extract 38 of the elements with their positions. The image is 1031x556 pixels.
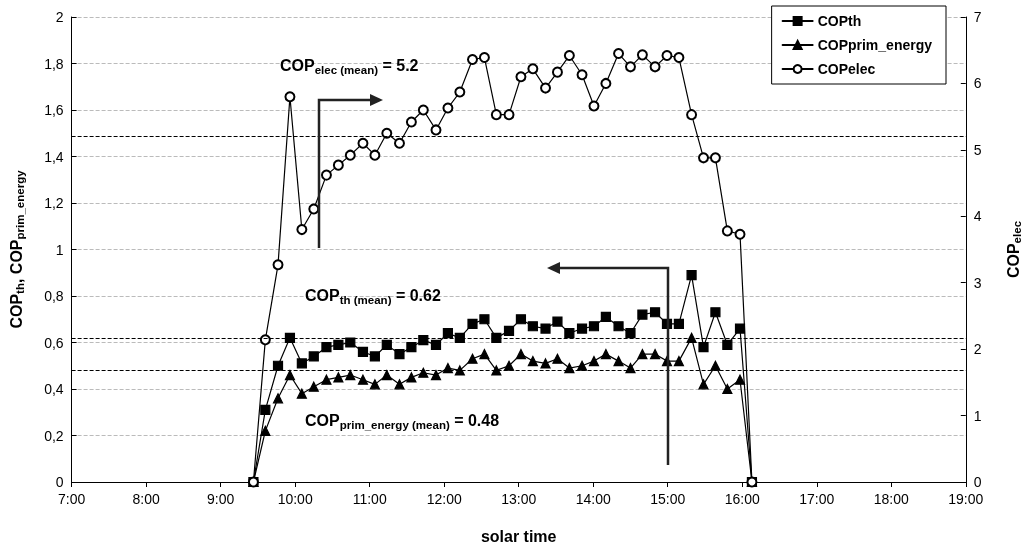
y-tick-label: 1,2: [44, 195, 64, 211]
legend-label: COPelec: [817, 61, 876, 77]
x-tick-label: 7:00: [57, 491, 86, 507]
y-tick-label: 0,6: [44, 334, 64, 351]
x-tick-label: 15:00: [650, 491, 686, 507]
y-tick-label: 0,2: [44, 427, 64, 444]
y-tick-label: 0,8: [44, 288, 64, 304]
x-tick-label: 10:00: [277, 491, 313, 507]
y2-tick-label: 0: [973, 474, 982, 490]
x-tick-label: 17:00: [799, 491, 835, 507]
y-tick-label: 1,4: [44, 148, 64, 165]
x-tick-label: 8:00: [132, 491, 160, 507]
x-tick-label: 12:00: [426, 491, 462, 507]
y2-tick-label: 7: [973, 9, 982, 25]
x-tick-label: 19:00: [948, 491, 984, 507]
y-tick-label: 0: [55, 474, 64, 490]
y-tick-label: 1,8: [44, 55, 64, 72]
y2-axis-title: COPelec: [1004, 220, 1023, 279]
legend-label: COPth: [817, 13, 862, 29]
x-tick-label: 14:00: [575, 491, 611, 507]
x-tick-label: 11:00: [352, 491, 387, 507]
legend-label: COPprim_energy: [817, 37, 933, 53]
y-tick-label: 1,6: [44, 102, 64, 118]
y2-tick-label: 6: [973, 75, 982, 92]
y-tick-label: 2: [55, 9, 64, 25]
x-tick-label: 9:00: [207, 491, 235, 507]
x-tick-label: 13:00: [501, 491, 537, 507]
y2-tick-label: 4: [973, 208, 982, 225]
y2-tick-label: 1: [973, 407, 982, 424]
y2-tick-label: 5: [973, 141, 982, 158]
y2-tick-label: 2: [973, 341, 982, 358]
x-tick-label: 16:00: [724, 491, 760, 507]
x-axis-title: solar time: [480, 527, 557, 545]
x-tick-label: 18:00: [873, 491, 910, 507]
y2-tick-label: 3: [973, 274, 982, 291]
y-tick-label: 0,4: [44, 381, 64, 397]
y-axis-title: COPth, COPprim_energy: [7, 169, 26, 329]
y-tick-label: 1: [55, 241, 64, 258]
